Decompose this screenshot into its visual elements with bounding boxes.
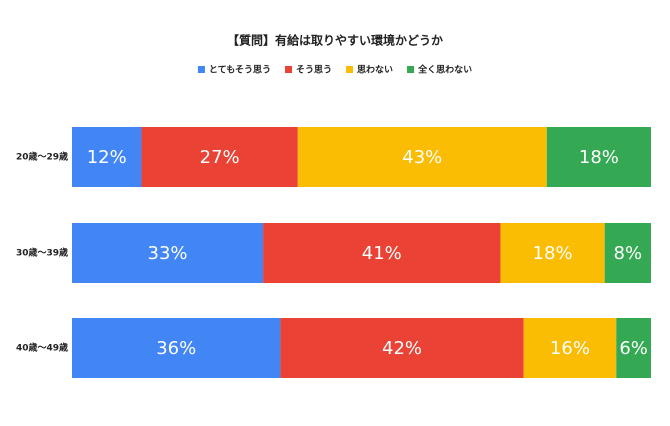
legend-swatch <box>346 66 354 73</box>
bar-segment <box>72 127 142 187</box>
data-label: 27% <box>200 147 240 168</box>
bar-segment <box>546 127 651 187</box>
bar-segment <box>72 223 264 283</box>
bar-segment <box>604 223 651 283</box>
data-label: 43% <box>402 147 442 168</box>
legend-label: 全く思わない <box>417 64 472 76</box>
data-label: 8% <box>614 243 643 264</box>
data-label: 18% <box>533 243 573 264</box>
category-label: 20歳～29歳 <box>16 151 68 163</box>
bar-segment <box>263 223 501 283</box>
data-label: 33% <box>148 243 188 264</box>
data-label: 6% <box>619 338 648 359</box>
legend-label: 思わない <box>357 65 393 76</box>
legend-swatch <box>197 66 205 73</box>
legend-label: とてもそう思う <box>209 65 271 76</box>
data-label: 18% <box>579 147 619 168</box>
bar-segment <box>616 318 651 378</box>
data-label: 12% <box>87 147 127 168</box>
data-label: 41% <box>362 243 402 264</box>
legend-label: そう思う <box>296 65 332 76</box>
legend-swatch <box>285 66 293 73</box>
bar-segment <box>141 127 298 187</box>
bar-segment <box>297 127 547 187</box>
data-label: 36% <box>156 338 196 359</box>
data-label: 42% <box>382 338 422 359</box>
bar-segment <box>523 318 617 378</box>
legend-swatch <box>407 66 415 73</box>
chart-title: 【質問】有給は取りやすい環境かどうか <box>227 33 443 48</box>
bar-segment <box>72 318 281 378</box>
data-label: 16% <box>550 338 590 359</box>
bar-segment <box>280 318 524 378</box>
category-label: 40歳～49歳 <box>16 342 68 354</box>
category-label: 30歳～39歳 <box>16 247 68 259</box>
bar-segment <box>500 223 605 283</box>
